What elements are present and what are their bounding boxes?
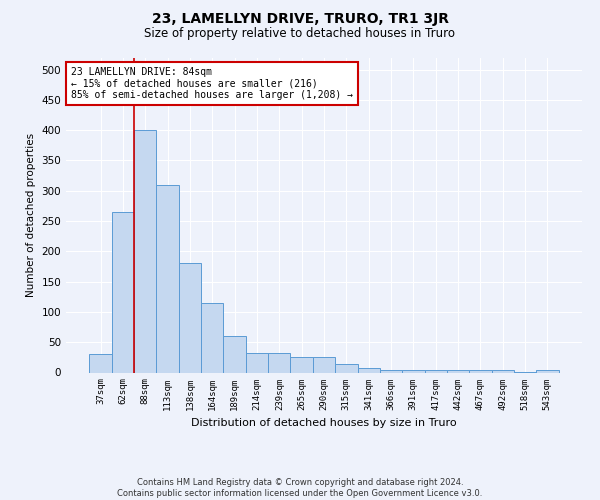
Bar xyxy=(425,370,447,372)
Bar xyxy=(313,358,335,372)
Bar xyxy=(157,184,179,372)
Text: 23 LAMELLYN DRIVE: 84sqm
← 15% of detached houses are smaller (216)
85% of semi-: 23 LAMELLYN DRIVE: 84sqm ← 15% of detach… xyxy=(71,67,353,100)
Bar xyxy=(402,370,425,372)
Bar xyxy=(134,130,157,372)
Bar xyxy=(112,212,134,372)
Bar xyxy=(89,354,112,372)
Bar xyxy=(358,368,380,372)
Text: Size of property relative to detached houses in Truro: Size of property relative to detached ho… xyxy=(145,28,455,40)
Bar xyxy=(201,303,223,372)
Bar xyxy=(179,264,201,372)
Bar xyxy=(335,364,358,372)
Bar xyxy=(246,352,268,372)
Bar xyxy=(536,370,559,372)
X-axis label: Distribution of detached houses by size in Truro: Distribution of detached houses by size … xyxy=(191,418,457,428)
Bar xyxy=(290,358,313,372)
Bar xyxy=(469,370,491,372)
Text: 23, LAMELLYN DRIVE, TRURO, TR1 3JR: 23, LAMELLYN DRIVE, TRURO, TR1 3JR xyxy=(151,12,449,26)
Bar xyxy=(268,352,290,372)
Bar xyxy=(447,370,469,372)
Bar xyxy=(491,370,514,372)
Bar xyxy=(223,336,246,372)
Bar xyxy=(380,370,402,372)
Y-axis label: Number of detached properties: Number of detached properties xyxy=(26,133,36,297)
Text: Contains HM Land Registry data © Crown copyright and database right 2024.
Contai: Contains HM Land Registry data © Crown c… xyxy=(118,478,482,498)
